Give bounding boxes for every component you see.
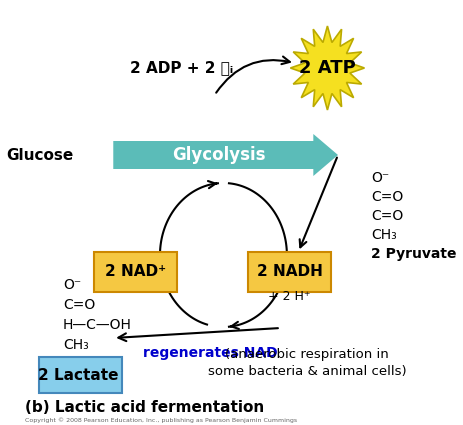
Text: (b) Lactic acid fermentation: (b) Lactic acid fermentation bbox=[25, 400, 264, 414]
Text: + 2 H⁺: + 2 H⁺ bbox=[268, 289, 310, 303]
Text: C=O: C=O bbox=[63, 298, 95, 312]
Text: Copyright © 2008 Pearson Education, Inc., publishing as Pearson Benjamin Cumming: Copyright © 2008 Pearson Education, Inc.… bbox=[25, 417, 297, 423]
Text: 2 ADP + 2 ⓟᵢ: 2 ADP + 2 ⓟᵢ bbox=[130, 60, 233, 76]
Text: O⁻: O⁻ bbox=[371, 171, 389, 185]
Text: (anaerobic respiration in
some bacteria & animal cells): (anaerobic respiration in some bacteria … bbox=[207, 348, 406, 378]
Text: C=O: C=O bbox=[371, 190, 403, 204]
Text: 2 Pyruvate: 2 Pyruvate bbox=[371, 247, 456, 261]
FancyBboxPatch shape bbox=[94, 252, 176, 292]
Text: CH₃: CH₃ bbox=[371, 228, 396, 242]
FancyBboxPatch shape bbox=[248, 252, 330, 292]
Polygon shape bbox=[290, 26, 363, 110]
Text: Glucose: Glucose bbox=[6, 147, 74, 162]
Text: 2 NAD⁺: 2 NAD⁺ bbox=[105, 264, 165, 280]
Text: CH₃: CH₃ bbox=[63, 338, 88, 352]
FancyArrow shape bbox=[113, 134, 337, 176]
Text: Glycolysis: Glycolysis bbox=[172, 146, 265, 164]
Text: 2 Lactate: 2 Lactate bbox=[38, 368, 118, 382]
Text: H—C—OH: H—C—OH bbox=[63, 318, 131, 332]
Text: C=O: C=O bbox=[371, 209, 403, 223]
Text: 2 ATP: 2 ATP bbox=[299, 59, 355, 77]
Text: regenerates NAD: regenerates NAD bbox=[143, 346, 277, 360]
Text: 2 NADH: 2 NADH bbox=[256, 264, 322, 280]
FancyBboxPatch shape bbox=[39, 357, 122, 393]
Text: O⁻: O⁻ bbox=[63, 278, 81, 292]
